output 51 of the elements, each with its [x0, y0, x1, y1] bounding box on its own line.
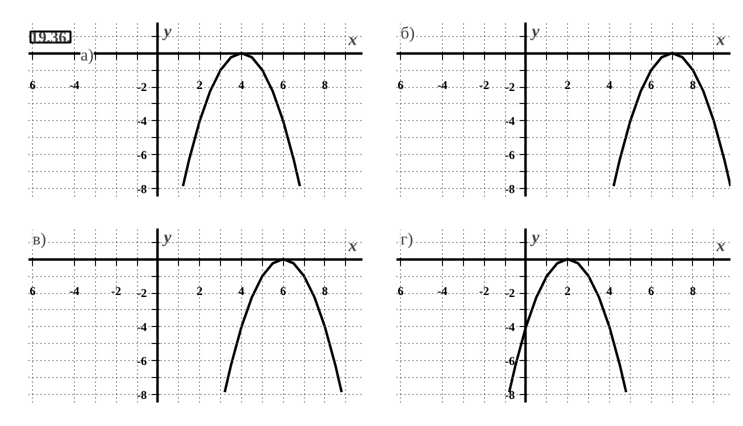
y-tick-label: -8	[504, 388, 515, 402]
y-axis-title: y	[530, 228, 540, 246]
chart-title: в)	[32, 230, 46, 248]
x-tick-label: 2	[564, 78, 571, 92]
x-tick-label: 6	[398, 284, 404, 298]
y-tick-label: -8	[504, 182, 515, 196]
y-tick-label: -8	[136, 388, 147, 402]
y-tick-label: -6	[504, 354, 515, 368]
x-axis-title: x	[716, 30, 726, 50]
x-tick-label: 6	[280, 78, 286, 92]
x-axis-title: x	[716, 236, 726, 256]
x-tick-label: -4	[69, 284, 80, 298]
chart-title: б)	[400, 24, 415, 42]
x-tick-label: 8	[322, 284, 328, 298]
y-tick-label: -6	[136, 354, 147, 368]
x-tick-label: 4	[238, 78, 244, 92]
y-tick-label: -4	[504, 114, 515, 128]
text: а)	[80, 46, 94, 64]
x-tick-label: 8	[690, 78, 696, 92]
x-tick-label: 2	[196, 78, 203, 92]
x-tick-label: -2	[111, 284, 122, 298]
chart-title: г)	[400, 230, 414, 248]
x-tick-label: 6	[30, 78, 36, 92]
x-tick-label: 6	[648, 284, 654, 298]
y-tick-label: -6	[504, 148, 515, 162]
x-tick-label: 6	[398, 78, 404, 92]
y-tick-label: -4	[136, 320, 147, 334]
y-tick-label: -8	[136, 182, 147, 196]
x-tick-label: -2	[479, 78, 490, 92]
y-tick-label: -6	[136, 148, 147, 162]
x-axis-title: x	[348, 236, 358, 256]
x-tick-label: 2	[564, 284, 571, 298]
x-tick-label: 4	[606, 284, 612, 298]
x-tick-label: -4	[437, 78, 448, 92]
x-tick-label: 6	[648, 78, 654, 92]
y-tick-label: -4	[136, 114, 147, 128]
x-tick-label: 4	[606, 78, 612, 92]
x-tick-label: 8	[690, 284, 696, 298]
x-tick-label: 2	[196, 284, 203, 298]
x-tick-label: -4	[69, 78, 80, 92]
y-tick-label: -4	[504, 320, 515, 334]
x-tick-label: -4	[437, 284, 448, 298]
x-tick-label: 4	[238, 284, 244, 298]
x-tick-label: 6	[30, 284, 36, 298]
y-axis-title: y	[162, 228, 172, 246]
x-tick-label: 6	[280, 284, 286, 298]
y-axis-title: y	[530, 22, 540, 40]
x-axis-title: x	[348, 30, 358, 50]
y-axis-title: y	[162, 22, 172, 40]
x-tick-label: 8	[322, 78, 328, 92]
x-tick-label: -2	[479, 284, 490, 298]
